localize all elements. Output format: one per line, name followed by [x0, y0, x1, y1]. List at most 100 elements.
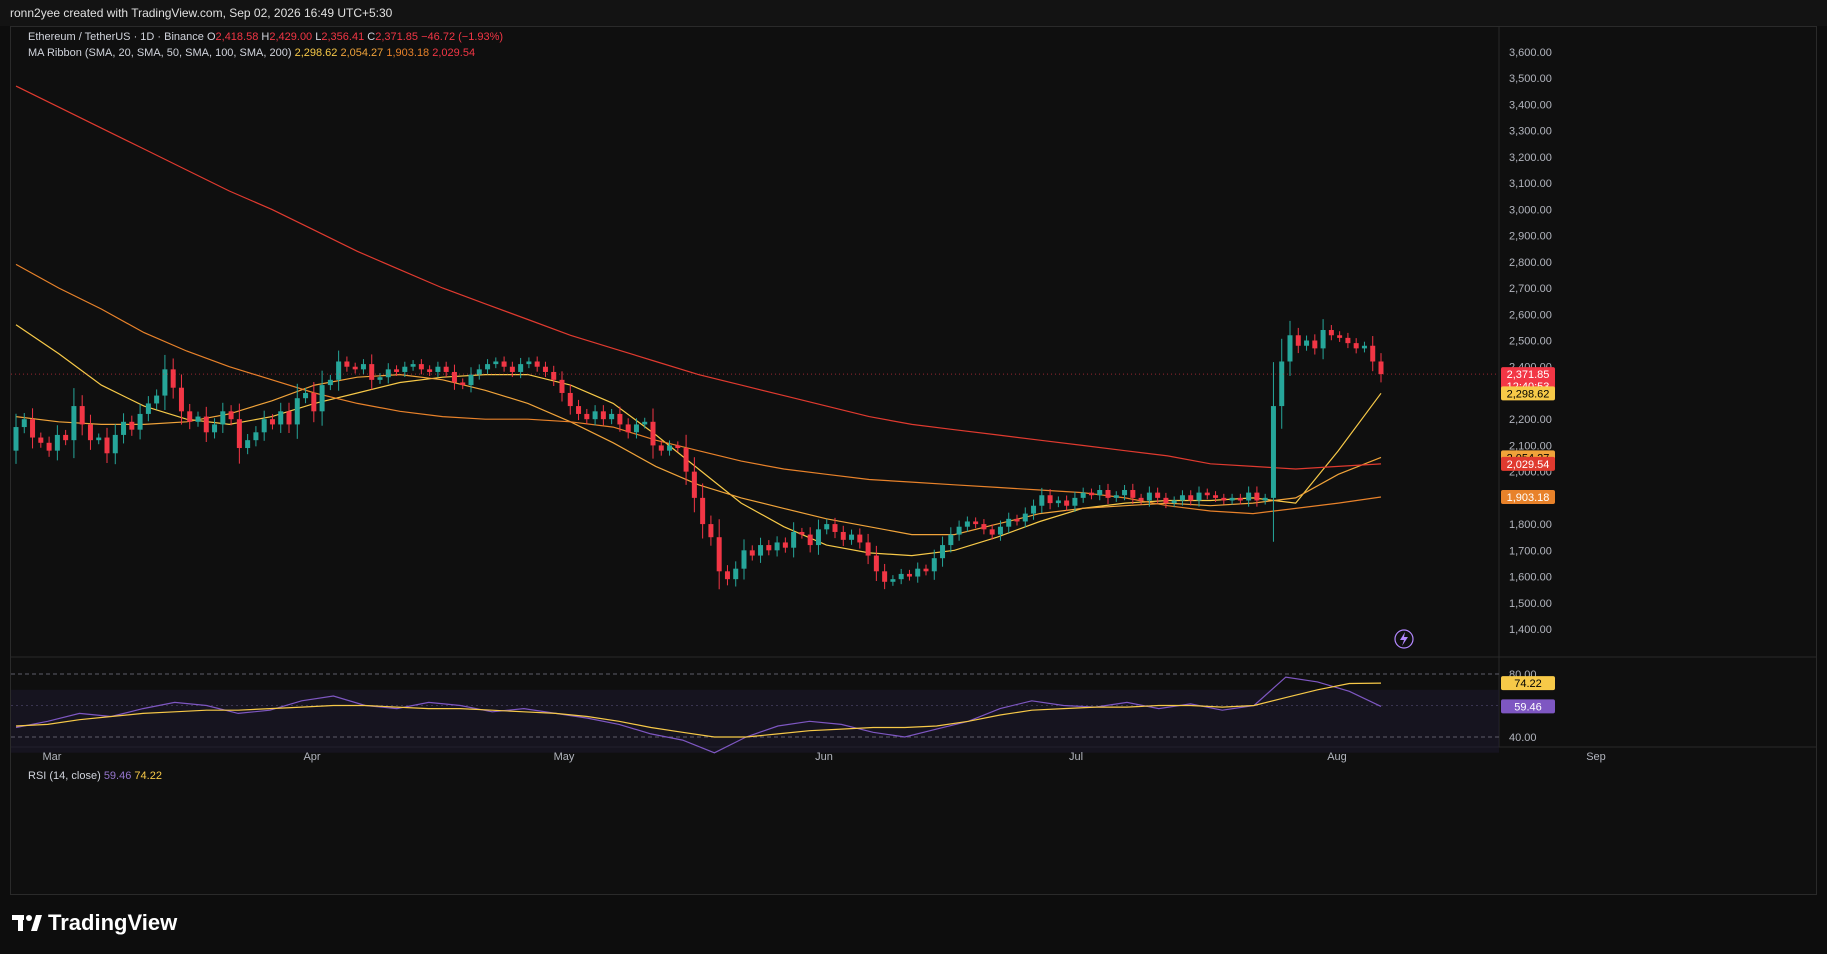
candle-body: [559, 379, 565, 393]
candle-body: [1246, 492, 1252, 501]
candle-body: [592, 411, 598, 420]
candle-body: [1105, 489, 1111, 498]
candle-body: [1064, 500, 1070, 506]
candle-body: [915, 568, 921, 577]
candle-body: [973, 521, 979, 525]
candle-body: [418, 364, 424, 370]
candle-body: [485, 364, 491, 370]
ma200-price-tag-bg: [1501, 456, 1555, 471]
price-tick-label: 2,800.00: [1509, 257, 1552, 269]
time-label-may: May: [554, 751, 575, 763]
candle-body: [369, 364, 375, 380]
candle-body: [509, 366, 515, 372]
candle-body: [195, 416, 201, 422]
candle-body: [948, 534, 954, 546]
candle-body: [104, 437, 110, 454]
chart-svg[interactable]: 3,600.00 3,500.00 3,400.00 3,300.00 3,200.00…: [11, 27, 1816, 894]
ma50-value: 2,054.27: [340, 47, 384, 59]
candle-body: [882, 571, 888, 582]
high-label: H: [261, 31, 270, 43]
time-label-sep: Sep: [1586, 751, 1606, 763]
candle-body: [21, 419, 27, 428]
candle-body: [733, 568, 739, 580]
candle-body: [1188, 495, 1194, 501]
price-tick-label: 1,600.00: [1509, 572, 1552, 584]
price-tick-label: 3,100.00: [1509, 178, 1552, 190]
candle-body: [38, 437, 44, 443]
candle-body: [1171, 500, 1177, 504]
candle-body: [1138, 497, 1144, 501]
candle-body: [600, 411, 606, 420]
candle-body: [360, 364, 366, 370]
candle-body: [129, 421, 135, 430]
rsi-tick-label: 40.00: [1509, 732, 1537, 744]
candle-body: [1163, 497, 1169, 504]
candle-body: [906, 573, 912, 577]
price-tick-label: 3,500.00: [1509, 73, 1552, 85]
candle-body: [774, 542, 780, 551]
candle-body: [716, 537, 722, 572]
candle-body: [476, 369, 482, 375]
candle-body: [121, 421, 127, 435]
tradingview-logo: TradingView: [12, 910, 177, 936]
price-tick-label: 3,000.00: [1509, 204, 1552, 216]
candle-body: [1279, 361, 1285, 407]
ma20-price-tag-text: 2,298.62: [1507, 388, 1550, 400]
candle-body: [1055, 500, 1061, 504]
rsi-tag-text: 59.46: [1514, 701, 1542, 713]
candle-body: [675, 445, 681, 449]
candle-body: [1312, 340, 1318, 349]
candle-body: [377, 377, 383, 380]
candle-body: [1039, 495, 1045, 506]
candle-body: [617, 413, 623, 425]
candle-body: [766, 545, 772, 551]
candle-body: [1353, 343, 1359, 349]
tradingview-logo-icon: [12, 915, 42, 931]
candle-body: [832, 524, 838, 532]
candle-body: [1229, 497, 1235, 501]
candle-body: [1287, 335, 1293, 362]
candle-body: [609, 413, 615, 420]
candle-body: [633, 424, 639, 433]
candle-body: [278, 411, 284, 425]
candle-body: [791, 531, 797, 548]
price-tick-label: 1,700.00: [1509, 545, 1552, 557]
candle-body: [178, 387, 184, 412]
time-label-jul: Jul: [1069, 751, 1083, 763]
candle-body: [311, 392, 317, 412]
ma200-value: 2,029.54: [432, 47, 476, 59]
price-tick-label: 1,500.00: [1509, 598, 1552, 610]
candle-body: [1113, 495, 1119, 498]
candle-body: [303, 392, 309, 399]
candle-body: [1196, 492, 1202, 501]
candle-body: [253, 432, 259, 441]
time-label-mar: Mar: [43, 751, 62, 763]
ma-ribbon-title: MA Ribbon (SMA, 20, SMA, 50, SMA, 100, S…: [28, 47, 292, 59]
candle-body: [625, 424, 631, 433]
candle-body: [534, 361, 540, 367]
candle-body: [1014, 518, 1020, 522]
low-value: 2,356.41: [321, 31, 365, 43]
time-label-apr: Apr: [303, 751, 320, 763]
rsi-line-rsi: [15, 676, 1382, 754]
candle-body: [1304, 340, 1310, 346]
attribution-header: ronn2yee created with TradingView.com, S…: [0, 0, 1827, 26]
price-tick-label: 2,900.00: [1509, 231, 1552, 243]
price-tick-label: 3,300.00: [1509, 126, 1552, 138]
candle-body: [468, 374, 474, 386]
ma20-price-tag: 2,298.62: [1501, 386, 1555, 401]
ma-ribbon-legend: MA Ribbon (SMA, 20, SMA, 50, SMA, 100, S…: [28, 47, 475, 59]
chart-frame[interactable]: 3,600.00 3,500.00 3,400.00 3,300.00 3,200.00…: [10, 26, 1817, 895]
candle-body: [782, 542, 788, 548]
price-tick-label: 2,500.00: [1509, 336, 1552, 348]
candle-body: [1006, 518, 1012, 527]
candle-body: [245, 440, 251, 449]
ma200-price-tag: 2,029.54: [1501, 456, 1555, 471]
candle-body: [385, 369, 391, 378]
candle-body: [1295, 335, 1301, 346]
candle-body: [96, 437, 102, 441]
low-label: L: [315, 31, 322, 43]
lightning-icon-ring: [1394, 629, 1414, 649]
candle-body: [1088, 492, 1094, 496]
candle-body: [873, 555, 879, 572]
